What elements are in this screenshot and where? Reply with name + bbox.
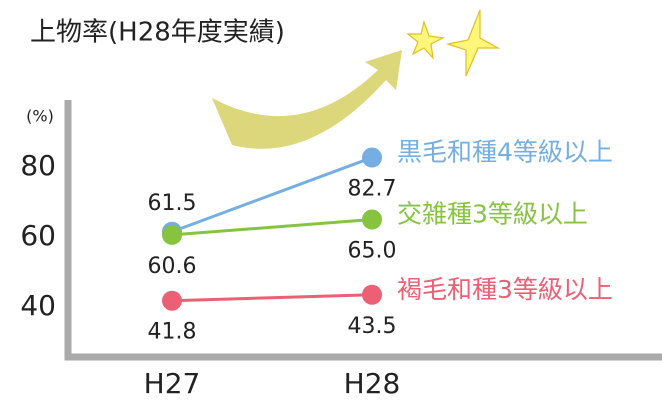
point — [362, 285, 382, 305]
legend-label: 交雑種3等級以上 — [397, 200, 588, 229]
data-label: 60.6 — [148, 254, 197, 279]
data-label: 82.7 — [348, 177, 397, 202]
x-tick-label: H28 — [344, 367, 401, 400]
star — [408, 22, 443, 58]
chart-title: 上物率(H28年度実績) — [30, 18, 285, 48]
legend-label: 黒毛和種4等級以上 — [397, 138, 613, 167]
point — [362, 210, 382, 230]
point — [162, 291, 182, 311]
star — [448, 10, 498, 76]
data-label: 41.8 — [148, 320, 197, 345]
data-label: 65.0 — [348, 239, 397, 264]
arrow-decoration — [212, 50, 402, 149]
legend-label: 褐毛和種3等級以上 — [397, 275, 613, 304]
point — [362, 148, 382, 168]
point — [162, 225, 182, 245]
x-tick-label: H27 — [144, 367, 201, 400]
line — [172, 295, 372, 301]
y-tick-label: 40 — [20, 289, 56, 322]
y-tick-label: 60 — [20, 219, 56, 252]
y-tick-label: 80 — [20, 149, 56, 182]
chart: 上物率(H28年度実績) (%) 40 60 80 H27 H28 61.5 82.7黒毛和… — [0, 0, 662, 403]
data-label: 61.5 — [148, 191, 197, 216]
y-unit: (%) — [26, 107, 54, 126]
data-label: 43.5 — [348, 314, 397, 339]
